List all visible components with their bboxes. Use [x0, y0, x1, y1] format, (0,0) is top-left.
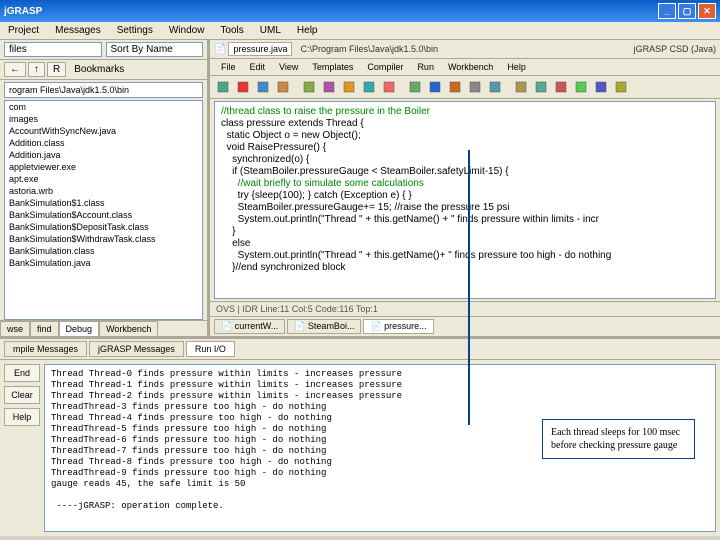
- ed-menu-file[interactable]: File: [214, 61, 243, 73]
- file-item[interactable]: images: [5, 113, 202, 125]
- file-browser-panel: files Sort By Name ← ↑ R Bookmarks rogra…: [0, 40, 210, 336]
- output-tab[interactable]: mpile Messages: [4, 341, 87, 357]
- toolbar-button-1[interactable]: [234, 78, 252, 96]
- doc-tab[interactable]: 📄 pressure...: [363, 319, 433, 334]
- ed-menu-compiler[interactable]: Compiler: [360, 61, 410, 73]
- window-titlebar: jGRASP _ ▢ ✕: [0, 0, 720, 22]
- editor-statusbar: OVS | IDR Line:11 Col:5 Code:116 Top:1: [210, 301, 720, 316]
- left-panel-tabs: wsefindDebugWorkbench: [0, 320, 207, 336]
- minimize-button[interactable]: _: [658, 3, 676, 19]
- toolbar-button-17[interactable]: [572, 78, 590, 96]
- toolbar-button-14[interactable]: [512, 78, 530, 96]
- file-item[interactable]: Addition.java: [5, 149, 202, 161]
- ed-menu-run[interactable]: Run: [410, 61, 441, 73]
- file-item[interactable]: appletviewer.exe: [5, 161, 202, 173]
- nav-up-button[interactable]: ↑: [28, 62, 45, 77]
- toolbar-button-18[interactable]: [592, 78, 610, 96]
- ed-menu-edit[interactable]: Edit: [243, 61, 273, 73]
- toolbar-button-15[interactable]: [532, 78, 550, 96]
- toolbar-button-2[interactable]: [254, 78, 272, 96]
- menu-tools[interactable]: Tools: [212, 23, 251, 38]
- file-item[interactable]: BankSimulation$DepositTask.class: [5, 221, 202, 233]
- close-button[interactable]: ✕: [698, 3, 716, 19]
- app-menubar: ProjectMessagesSettingsWindowToolsUMLHel…: [0, 22, 720, 40]
- toolbar-button-11[interactable]: [446, 78, 464, 96]
- file-item[interactable]: astoria.wrb: [5, 185, 202, 197]
- menu-help[interactable]: Help: [289, 23, 326, 38]
- toolbar-button-4[interactable]: [300, 78, 318, 96]
- help-button[interactable]: Help: [4, 408, 40, 426]
- toolbar-button-5[interactable]: [320, 78, 338, 96]
- editor-mode: jGRASP CSD (Java): [634, 44, 716, 54]
- sort-dropdown[interactable]: Sort By Name: [106, 42, 204, 57]
- menu-settings[interactable]: Settings: [109, 23, 161, 38]
- clear-button[interactable]: Clear: [4, 386, 40, 404]
- doc-tab[interactable]: 📄 SteamBoi...: [287, 319, 361, 334]
- file-item[interactable]: BankSimulation$Account.class: [5, 209, 202, 221]
- menu-messages[interactable]: Messages: [47, 23, 109, 38]
- menu-window[interactable]: Window: [161, 23, 213, 38]
- editor-path: C:\Program Files\Java\jdk1.5.0\bin: [294, 44, 631, 54]
- ed-menu-view[interactable]: View: [272, 61, 305, 73]
- nav-back-button[interactable]: ←: [4, 62, 26, 77]
- run-buttons: End Clear Help: [0, 360, 44, 536]
- end-button[interactable]: End: [4, 364, 40, 382]
- ed-menu-help[interactable]: Help: [500, 61, 533, 73]
- output-tabs: mpile MessagesjGRASP MessagesRun I/O: [0, 339, 720, 360]
- left-tab[interactable]: Workbench: [99, 321, 158, 336]
- ed-menu-workbench[interactable]: Workbench: [441, 61, 500, 73]
- app-title: jGRASP: [4, 6, 42, 17]
- toolbar-button-9[interactable]: [406, 78, 424, 96]
- files-dropdown[interactable]: files: [4, 42, 102, 57]
- output-tab[interactable]: jGRASP Messages: [89, 341, 184, 357]
- annotation-line: [468, 150, 470, 425]
- code-editor[interactable]: //thread class to raise the pressure in …: [214, 101, 716, 299]
- file-item[interactable]: BankSimulation$WithdrawTask.class: [5, 233, 202, 245]
- annotation-callout: Each thread sleeps for 100 msec before c…: [542, 419, 695, 459]
- maximize-button[interactable]: ▢: [678, 3, 696, 19]
- file-item[interactable]: apt.exe: [5, 173, 202, 185]
- file-item[interactable]: BankSimulation$1.class: [5, 197, 202, 209]
- left-tab[interactable]: wse: [0, 321, 30, 336]
- toolbar-button-3[interactable]: [274, 78, 292, 96]
- menu-project[interactable]: Project: [0, 23, 47, 38]
- toolbar-button-0[interactable]: [214, 78, 232, 96]
- ed-menu-templates[interactable]: Templates: [305, 61, 360, 73]
- editor-panel: 📄 pressure.java C:\Program Files\Java\jd…: [210, 40, 720, 336]
- toolbar-button-19[interactable]: [612, 78, 630, 96]
- file-item[interactable]: BankSimulation.java: [5, 257, 202, 269]
- toolbar-button-12[interactable]: [466, 78, 484, 96]
- toolbar-button-13[interactable]: [486, 78, 504, 96]
- file-item[interactable]: com: [5, 101, 202, 113]
- file-list: comimagesAccountWithSyncNew.javaAddition…: [4, 100, 203, 320]
- editor-tab[interactable]: pressure.java: [228, 42, 292, 56]
- toolbar-button-16[interactable]: [552, 78, 570, 96]
- path-field[interactable]: rogram Files\Java\jdk1.5.0\bin: [4, 82, 203, 98]
- left-tab[interactable]: find: [30, 321, 59, 336]
- nav-refresh-button[interactable]: R: [47, 62, 66, 77]
- editor-file-tabs: 📄 currentW...📄 SteamBoi...📄 pressure...: [210, 316, 720, 336]
- toolbar-button-7[interactable]: [360, 78, 378, 96]
- output-tab[interactable]: Run I/O: [186, 341, 235, 357]
- bookmarks-label[interactable]: Bookmarks: [68, 64, 203, 75]
- toolbar-button-10[interactable]: [426, 78, 444, 96]
- toolbar-button-6[interactable]: [340, 78, 358, 96]
- toolbar-button-8[interactable]: [380, 78, 398, 96]
- file-item[interactable]: Addition.class: [5, 137, 202, 149]
- menu-uml[interactable]: UML: [252, 23, 289, 38]
- doc-tab[interactable]: 📄 currentW...: [214, 319, 285, 334]
- editor-toolbar: [210, 76, 720, 99]
- editor-menubar: FileEditViewTemplatesCompilerRunWorkbenc…: [210, 59, 720, 76]
- file-item[interactable]: BankSimulation.class: [5, 245, 202, 257]
- left-tab[interactable]: Debug: [59, 321, 100, 336]
- doc-icon: 📄: [214, 44, 226, 55]
- file-item[interactable]: AccountWithSyncNew.java: [5, 125, 202, 137]
